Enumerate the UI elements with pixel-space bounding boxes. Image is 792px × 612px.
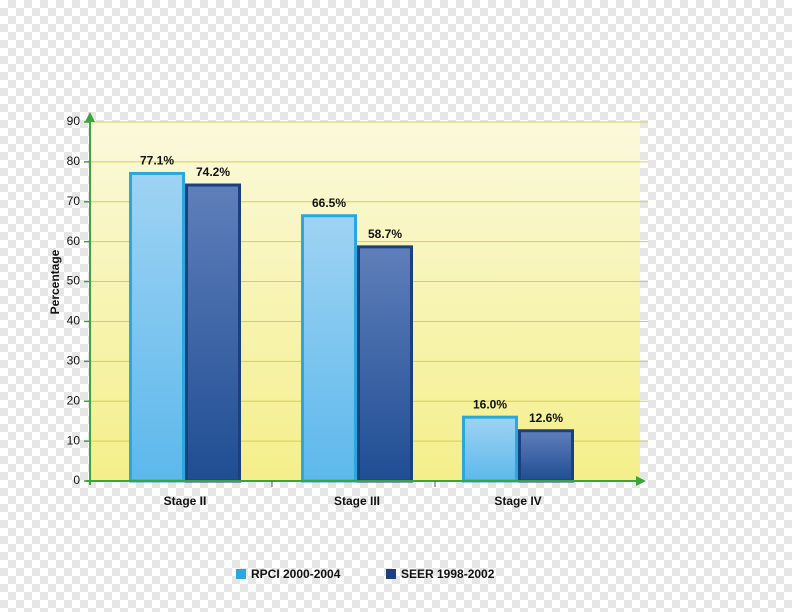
x-tick-label: Stage IV <box>494 494 541 508</box>
x-axis-arrow <box>636 476 646 486</box>
bar <box>462 415 518 483</box>
legend-swatch <box>236 569 246 579</box>
y-tick-label: 10 <box>67 433 81 447</box>
x-tick-label: Stage III <box>334 494 380 508</box>
value-label: 12.6% <box>529 411 563 425</box>
y-tick-label: 90 <box>67 114 81 128</box>
bar <box>185 183 241 483</box>
value-label: 77.1% <box>140 154 174 168</box>
bars <box>129 171 574 483</box>
legend-label: SEER 1998-2002 <box>401 567 495 581</box>
value-label: 74.2% <box>196 165 230 179</box>
y-axis-arrow <box>85 112 95 122</box>
y-tick-label: 20 <box>67 393 81 407</box>
y-tick-label: 60 <box>67 234 81 248</box>
value-label: 66.5% <box>312 196 346 210</box>
y-axis-label: Percentage <box>48 249 62 314</box>
x-tick-label: Stage II <box>164 494 207 508</box>
y-tick-label: 40 <box>67 314 81 328</box>
legend-swatch <box>386 569 396 579</box>
bar <box>301 214 357 483</box>
y-tick-label: 80 <box>67 154 81 168</box>
y-tick-label: 0 <box>73 473 80 487</box>
y-tick-label: 70 <box>67 194 81 208</box>
value-label: 16.0% <box>473 397 507 411</box>
y-tick-label: 30 <box>67 354 81 368</box>
bar <box>518 429 574 483</box>
legend-label: RPCI 2000-2004 <box>251 567 341 581</box>
value-label: 58.7% <box>368 227 402 241</box>
y-tick-label: 50 <box>67 274 81 288</box>
bar <box>129 171 185 483</box>
bar <box>357 245 413 483</box>
